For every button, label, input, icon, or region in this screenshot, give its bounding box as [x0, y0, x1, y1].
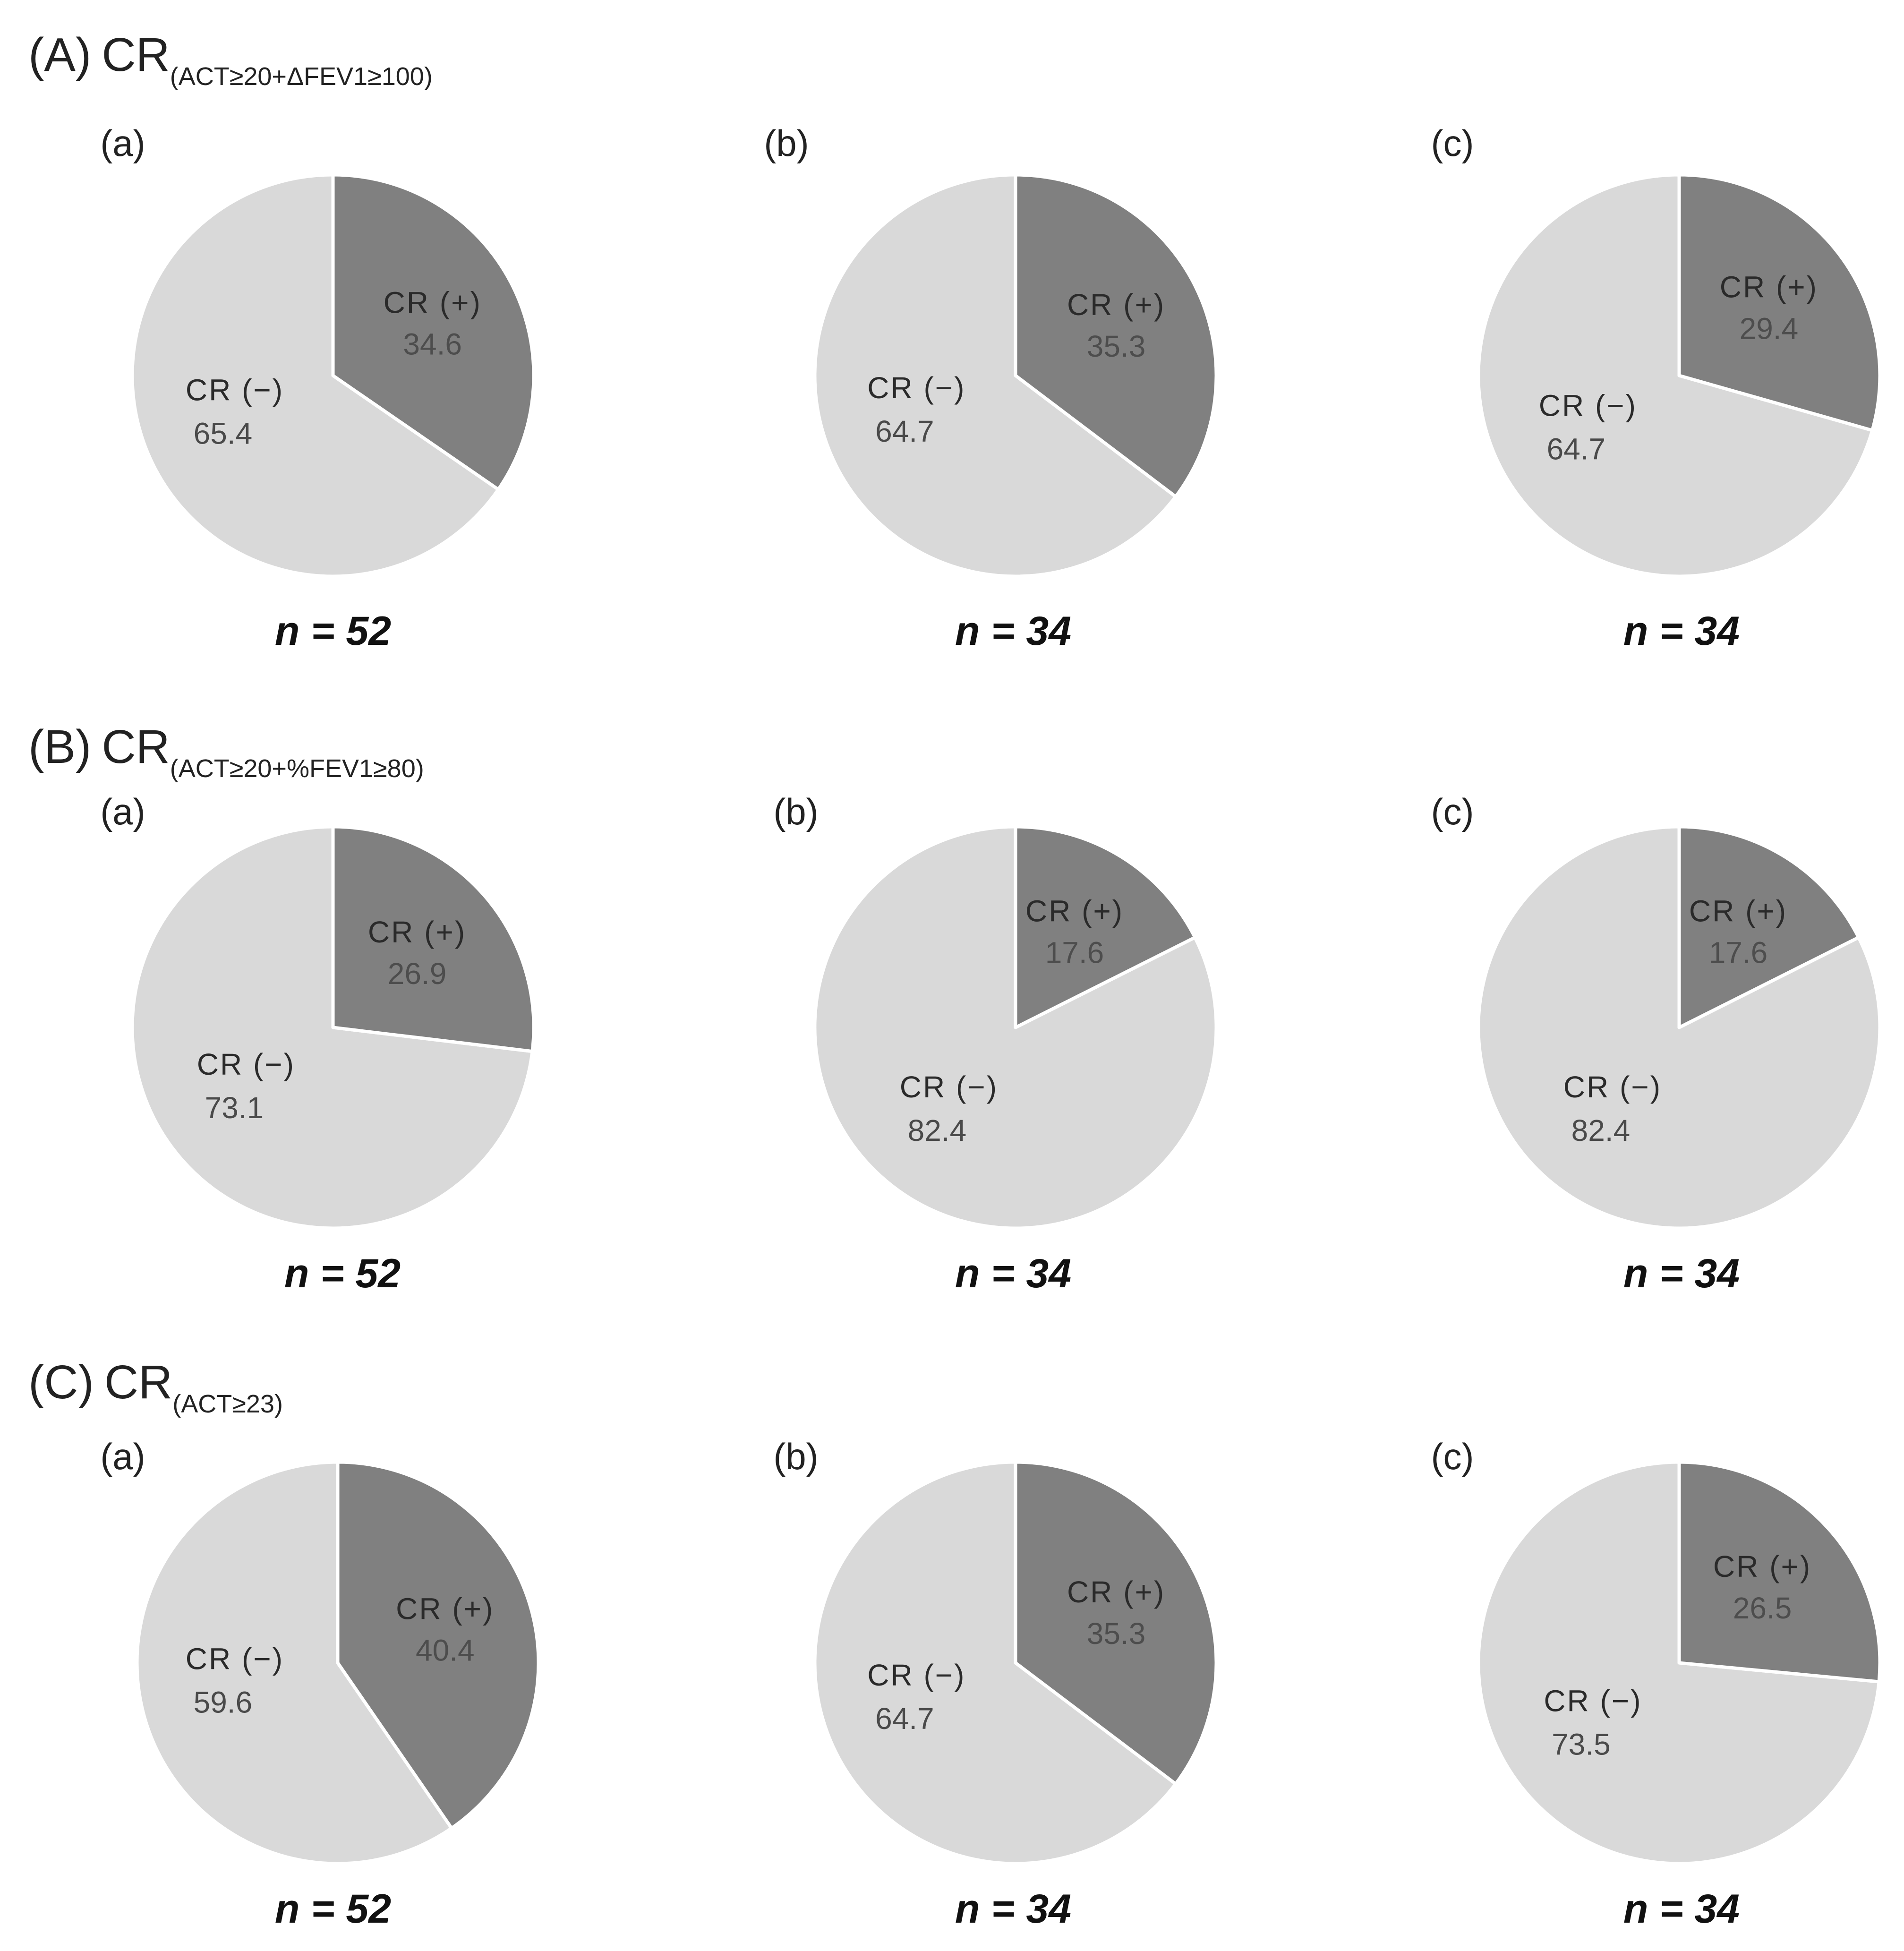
- section-title-main: CR: [102, 720, 170, 773]
- pie-slice-cr-positive: [336, 1460, 540, 1830]
- section-title-main: CR: [104, 1356, 172, 1409]
- slice-label-cr-positive: CR (+): [1720, 270, 1818, 304]
- pie-panel-b-3: (c) CR (+) 17.6 CR (−) 82.4 n = 34: [1431, 791, 1882, 1296]
- pie-panel-c-3: (c) CR (+) 26.5 CR (−) 73.5 n = 34: [1431, 1436, 1882, 1932]
- section-title: (C) CR(ACT≥23): [28, 1356, 283, 1418]
- slice-value-cr-negative: 73.1: [205, 1091, 264, 1125]
- slice-value-cr-negative: 82.4: [1571, 1113, 1631, 1147]
- pie-slice-cr-positive: [1014, 173, 1218, 498]
- panel-label: (c): [1431, 1436, 1474, 1477]
- slice-label-cr-positive: CR (+): [1689, 894, 1787, 928]
- pie-panel-c-2: (b) CR (+) 35.3 CR (−) 64.7 n = 34: [773, 1436, 1218, 1932]
- section-title-subscript: (ACT≥23): [172, 1390, 283, 1418]
- panel-label: (c): [1431, 122, 1474, 164]
- sample-size-label: n = 34: [955, 608, 1071, 654]
- slice-value-cr-positive: 34.6: [403, 327, 462, 361]
- pie-panel-a-1: (a) CR (+) 34.6 CR (−) 65.4 n = 52: [100, 122, 536, 654]
- slice-value-cr-negative: 64.7: [875, 414, 934, 448]
- slice-label-cr-positive: CR (+): [1067, 1575, 1165, 1609]
- sample-size-label: n = 52: [275, 608, 391, 654]
- slice-value-cr-positive: 35.3: [1087, 329, 1146, 363]
- slice-label-cr-negative: CR (−): [900, 1070, 998, 1104]
- pie-slice-cr-positive: [331, 173, 536, 491]
- slice-value-cr-negative: 64.7: [1547, 432, 1606, 466]
- pie-slice-cr-positive: [1014, 825, 1197, 1029]
- pie-slice-cr-positive: [1677, 173, 1882, 432]
- pie-panel-c-1: (a) CR (+) 40.4 CR (−) 59.6 n = 52: [100, 1436, 540, 1932]
- slice-value-cr-positive: 29.4: [1740, 312, 1799, 346]
- pie-slice-cr-positive: [1677, 1460, 1882, 1684]
- section-label: (C): [28, 1356, 94, 1409]
- section-b: (B) CR(ACT≥20+%FEV1≥80) (a) CR (+) 26.9 CR (−…: [28, 720, 1882, 1296]
- panel-label: (a): [100, 1436, 145, 1477]
- pie-panel-a-3: (c) CR (+) 29.4 CR (−) 64.7 n = 34: [1431, 122, 1882, 654]
- sample-size-label: n = 34: [1623, 1886, 1740, 1932]
- slice-value-cr-negative: 73.5: [1552, 1728, 1611, 1762]
- slice-value-cr-positive: 26.9: [388, 957, 447, 991]
- panel-label: (c): [1431, 791, 1474, 832]
- panel-label: (a): [100, 791, 145, 832]
- slice-label-cr-positive: CR (+): [1067, 288, 1165, 322]
- pie-slice-cr-positive: [1677, 825, 1861, 1029]
- sample-size-label: n = 52: [275, 1886, 391, 1932]
- slice-value-cr-positive: 17.6: [1709, 935, 1768, 969]
- slice-value-cr-negative: 59.6: [194, 1686, 253, 1720]
- slice-label-cr-negative: CR (−): [186, 373, 284, 407]
- sample-size-label: n = 52: [284, 1251, 401, 1296]
- pie-slice-cr-negative: [1477, 173, 1874, 578]
- panel-label: (b): [764, 122, 809, 164]
- slice-value-cr-positive: 17.6: [1045, 935, 1104, 969]
- slice-value-cr-negative: 64.7: [875, 1702, 934, 1736]
- pie-slice-cr-negative: [130, 173, 500, 578]
- slice-label-cr-positive: CR (+): [384, 285, 482, 319]
- pie-slice-cr-positive: [1014, 1460, 1218, 1786]
- pie-slice-cr-negative: [813, 1460, 1178, 1865]
- sample-size-label: n = 34: [955, 1251, 1071, 1296]
- slice-label-cr-negative: CR (−): [1563, 1070, 1662, 1104]
- slice-value-cr-positive: 26.5: [1733, 1591, 1792, 1625]
- section-c: (C) CR(ACT≥23) (a) CR (+) 40.4 CR (−) 59.6 n = …: [28, 1356, 1882, 1932]
- pie-panel-b-2: (b) CR (+) 17.6 CR (−) 82.4 n = 34: [773, 791, 1218, 1296]
- slice-label-cr-positive: CR (+): [1713, 1549, 1811, 1583]
- section-label: (A): [28, 28, 91, 81]
- pie-slice-cr-positive: [331, 825, 536, 1053]
- section-title: (B) CR(ACT≥20+%FEV1≥80): [28, 720, 424, 783]
- slice-label-cr-negative: CR (−): [867, 1658, 965, 1692]
- pie-slice-cr-negative: [135, 1460, 453, 1865]
- slice-value-cr-positive: 40.4: [416, 1633, 475, 1667]
- slice-value-cr-negative: 65.4: [194, 417, 253, 451]
- section-label: (B): [28, 720, 91, 773]
- panel-label: (a): [100, 122, 145, 164]
- section-title-subscript: (ACT≥20+ΔFEV1≥100): [170, 62, 433, 91]
- section-a: (A) CR(ACT≥20+ΔFEV1≥100) (a) CR (+) 34.6 CR (…: [28, 28, 1882, 654]
- panel-label: (b): [773, 791, 818, 832]
- slice-value-cr-negative: 82.4: [908, 1113, 967, 1147]
- pie-panel-b-1: (a) CR (+) 26.9 CR (−) 73.1 n = 52: [100, 791, 536, 1296]
- panel-label: (b): [773, 1436, 818, 1477]
- slice-label-cr-negative: CR (−): [1539, 388, 1637, 422]
- slice-label-cr-positive: CR (+): [396, 1592, 494, 1626]
- slice-label-cr-negative: CR (−): [867, 371, 965, 405]
- slice-label-cr-negative: CR (−): [1544, 1684, 1642, 1718]
- section-title-main: CR: [102, 28, 170, 81]
- sample-size-label: n = 34: [955, 1886, 1071, 1932]
- slice-label-cr-negative: CR (−): [197, 1047, 295, 1081]
- slice-value-cr-positive: 35.3: [1087, 1617, 1146, 1651]
- section-title: (A) CR(ACT≥20+ΔFEV1≥100): [28, 28, 433, 91]
- section-title-subscript: (ACT≥20+%FEV1≥80): [170, 754, 424, 783]
- pie-slice-cr-negative: [813, 173, 1178, 578]
- sample-size-label: n = 34: [1623, 1251, 1740, 1296]
- slice-label-cr-positive: CR (+): [1025, 894, 1124, 928]
- slice-label-cr-positive: CR (+): [368, 915, 466, 949]
- sample-size-label: n = 34: [1623, 608, 1740, 654]
- pie-panel-a-2: (b) CR (+) 35.3 CR (−) 64.7 n = 34: [764, 122, 1218, 654]
- slice-label-cr-negative: CR (−): [186, 1642, 284, 1676]
